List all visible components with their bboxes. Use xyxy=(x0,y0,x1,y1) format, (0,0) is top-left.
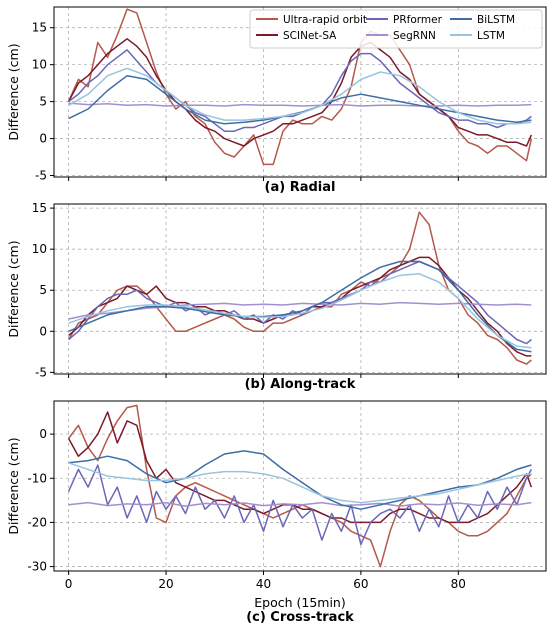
legend-item: LSTM xyxy=(450,30,505,42)
legend: Ultra-rapid orbit SCINet-SA PRformer SegRNN… xyxy=(249,9,543,49)
y-tick-label: 10 xyxy=(32,58,47,72)
legend-item: PRformer xyxy=(366,14,443,26)
series-line-ultra-rapid-orbit xyxy=(67,8,533,166)
y-tick-label: 15 xyxy=(32,21,47,35)
series-line-segrnn xyxy=(68,301,532,320)
y-axis-label: Difference (cm) xyxy=(6,437,21,534)
series-line-lstm xyxy=(68,462,532,504)
y-axis-label: Difference (cm) xyxy=(6,43,21,140)
series-line-bilstm xyxy=(68,450,532,510)
series-line-prformer xyxy=(68,260,532,345)
series-line-segrnn xyxy=(68,102,532,107)
legend-label: Ultra-rapid orbit xyxy=(283,14,367,26)
series-line-segrnn xyxy=(68,501,532,507)
x-tick-label: 20 xyxy=(158,577,173,591)
legend-item: SegRNN xyxy=(366,30,436,42)
x-tick-label: 60 xyxy=(353,577,368,591)
y-tick-label: -5 xyxy=(35,169,47,183)
series-group xyxy=(67,404,533,568)
panel-3: -30 -20 -10 0 0 20 40 60 80 Difference (cm) Epoch … xyxy=(6,400,547,625)
x-tick-label: 0 xyxy=(65,577,73,591)
series-group xyxy=(67,8,533,166)
series-line-lstm xyxy=(68,273,532,349)
plot-frame xyxy=(53,203,547,375)
legend-item: BiLSTM xyxy=(450,14,515,26)
y-tick-label: 10 xyxy=(32,242,47,256)
x-axis-label: Epoch (15min) xyxy=(254,595,345,610)
y-tick-label: 5 xyxy=(39,95,47,109)
series-line-scinet-sa xyxy=(67,38,533,147)
legend-item: Ultra-rapid orbit xyxy=(256,14,367,26)
series-line-ultra-rapid-orbit xyxy=(67,211,532,365)
series-line-scinet-sa xyxy=(68,256,532,357)
series-group xyxy=(67,211,532,365)
legend-label: SegRNN xyxy=(393,30,436,42)
x-tick-label: 40 xyxy=(256,577,271,591)
legend-label: BiLSTM xyxy=(477,14,515,26)
y-tick-label: 15 xyxy=(32,201,47,215)
y-tick-label: 0 xyxy=(39,132,47,146)
x-tick-label: 80 xyxy=(451,577,466,591)
y-tick-label: 0 xyxy=(39,427,47,441)
legend-label: LSTM xyxy=(477,30,505,42)
legend-label: PRformer xyxy=(393,14,443,26)
y-axis-label: Difference (cm) xyxy=(6,240,21,337)
panel-caption: (b) Along-track xyxy=(245,377,356,392)
panel-caption: (a) Radial xyxy=(265,180,336,195)
y-tick-label: -5 xyxy=(35,365,47,379)
plot-frame xyxy=(53,6,547,178)
series-line-bilstm xyxy=(68,74,532,125)
series-line-bilstm xyxy=(68,260,532,353)
y-tick-label: 0 xyxy=(39,324,47,338)
y-tick-label: -20 xyxy=(27,515,47,529)
legend-item: SCINet-SA xyxy=(256,30,337,42)
y-tick-label: 5 xyxy=(39,283,47,297)
panel-caption: (c) Cross-track xyxy=(246,610,354,625)
series-line-lstm xyxy=(68,67,532,125)
legend-label: SCINet-SA xyxy=(283,30,337,42)
series-line-prformer xyxy=(68,49,532,132)
y-tick-label: -10 xyxy=(27,471,47,485)
plot-frame xyxy=(53,400,547,572)
y-tick-label: -30 xyxy=(27,560,47,574)
panel-2: -5 0 5 10 15 Difference (cm) (b) Along-track xyxy=(6,201,547,392)
series-line-prformer xyxy=(67,464,533,546)
